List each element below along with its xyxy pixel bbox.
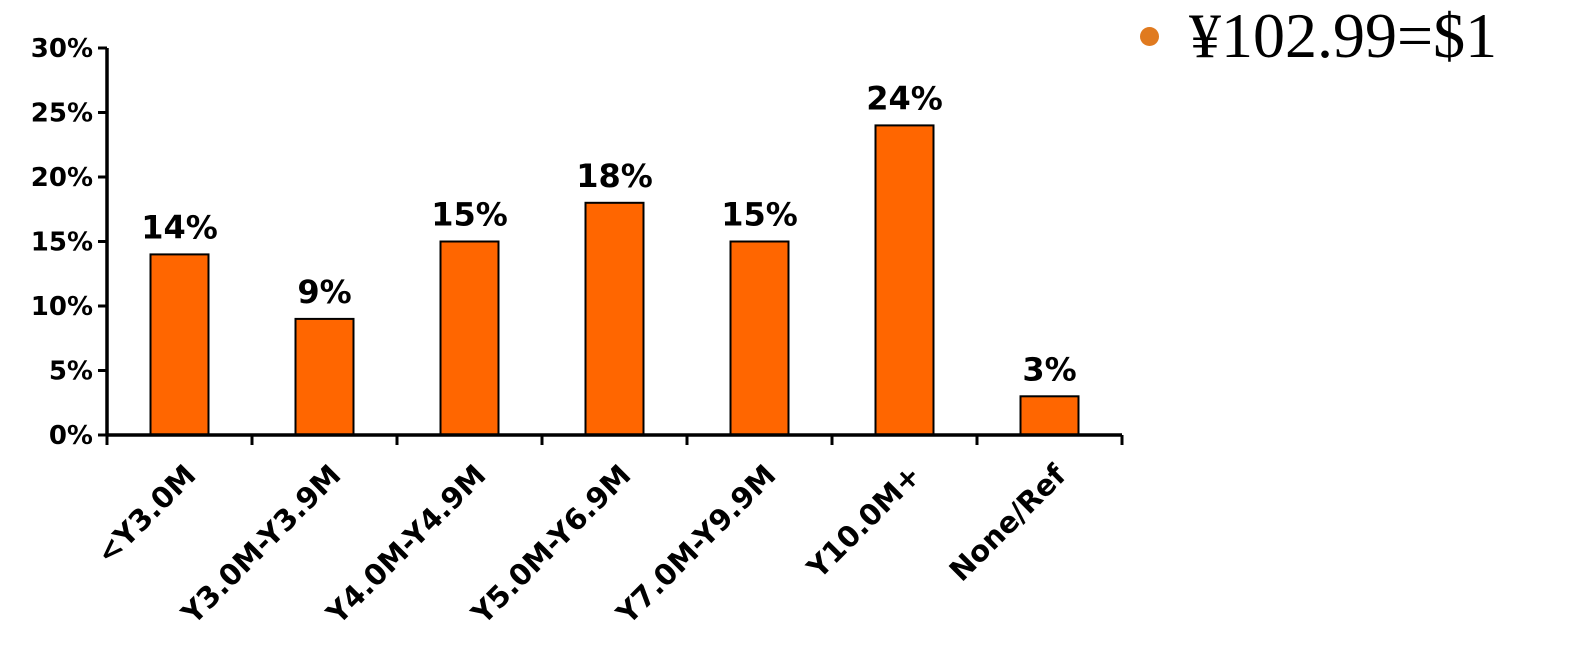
data-labels: 14% 9% 15% 18% 15% 24% 3% (141, 79, 1076, 388)
y-axis-ticks: 0% 5% 10% 15% 20% 25% 30% (31, 34, 107, 451)
bar (584, 201, 645, 436)
bar (294, 317, 355, 436)
y-tick-label: 10% (31, 292, 93, 322)
data-label: 18% (576, 157, 653, 195)
data-label: 24% (866, 79, 943, 117)
bar (439, 240, 500, 436)
data-label: 9% (297, 273, 351, 311)
y-tick-label: 20% (31, 163, 93, 193)
exchange-rate-note: ¥102.99=$1 (1140, 4, 1497, 68)
bar (729, 240, 790, 436)
bar (874, 124, 935, 437)
bars (149, 124, 1080, 437)
bullet-icon (1140, 26, 1159, 46)
bar (149, 253, 210, 436)
data-label: 15% (431, 196, 508, 234)
category-labels: <Y3.0MY3.0M-Y3.9MY4.0M-Y4.9MY5.0M-Y6.9MY… (90, 458, 1073, 632)
y-tick-label: 0% (49, 421, 93, 451)
y-tick-label: 5% (49, 357, 93, 387)
axes (105, 48, 1124, 445)
bar (1019, 395, 1080, 436)
y-tick-label: 25% (31, 99, 93, 129)
x-tick-label: <Y3.0M (90, 458, 203, 571)
data-label: 15% (721, 196, 798, 234)
data-label: 14% (141, 208, 218, 246)
x-tick-label: Y10.0M+ (800, 458, 928, 586)
y-tick-label: 30% (31, 34, 93, 64)
x-tick-label: None/Ref (943, 458, 1073, 588)
exchange-rate-text: ¥102.99=$1 (1189, 0, 1498, 71)
data-label: 3% (1022, 350, 1076, 388)
y-tick-label: 15% (31, 228, 93, 258)
